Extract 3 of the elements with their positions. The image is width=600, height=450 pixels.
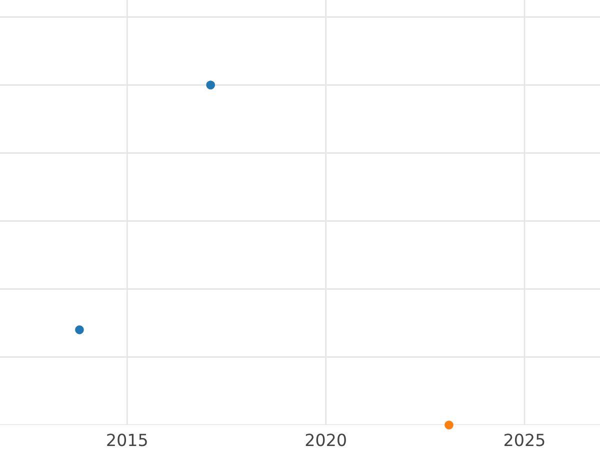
x-tick-label: 2015	[107, 434, 147, 446]
x-tick-label: 2025	[504, 434, 544, 446]
x-tick-label: 2020	[306, 434, 346, 446]
